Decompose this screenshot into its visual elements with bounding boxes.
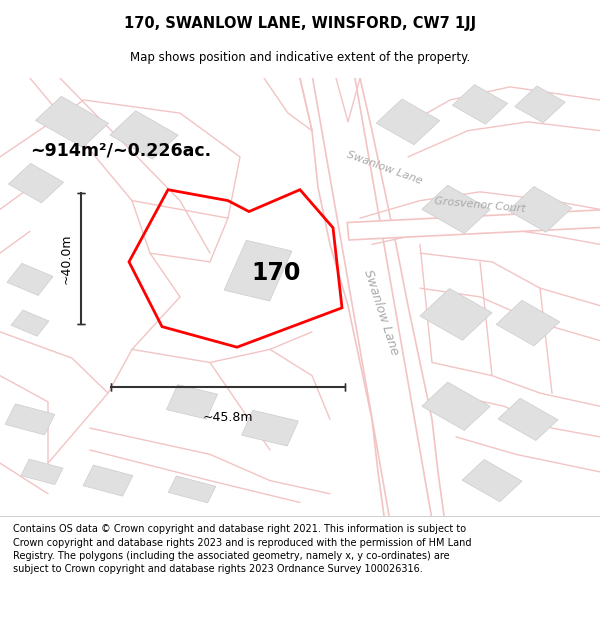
Text: Map shows position and indicative extent of the property.: Map shows position and indicative extent… — [130, 51, 470, 64]
Polygon shape — [83, 465, 133, 496]
Polygon shape — [168, 476, 216, 503]
Polygon shape — [422, 382, 490, 431]
Text: ~45.8m: ~45.8m — [203, 411, 253, 424]
Text: Grosvenor Court: Grosvenor Court — [434, 196, 526, 214]
Text: 170, SWANLOW LANE, WINSFORD, CW7 1JJ: 170, SWANLOW LANE, WINSFORD, CW7 1JJ — [124, 16, 476, 31]
Polygon shape — [8, 163, 64, 203]
Polygon shape — [166, 384, 218, 419]
Polygon shape — [515, 86, 565, 123]
Polygon shape — [496, 300, 560, 346]
Polygon shape — [420, 289, 492, 340]
Polygon shape — [462, 459, 522, 502]
Polygon shape — [242, 410, 298, 446]
Polygon shape — [7, 263, 53, 296]
Polygon shape — [35, 96, 109, 148]
Polygon shape — [11, 310, 49, 336]
Polygon shape — [21, 459, 63, 484]
Text: Swanlow Lane: Swanlow Lane — [345, 149, 423, 186]
Polygon shape — [347, 209, 600, 240]
Polygon shape — [508, 186, 572, 232]
Polygon shape — [452, 84, 508, 124]
Polygon shape — [376, 99, 440, 145]
Polygon shape — [309, 54, 435, 539]
Text: Swanlow Lane: Swanlow Lane — [361, 268, 401, 357]
Text: Contains OS data © Crown copyright and database right 2021. This information is : Contains OS data © Crown copyright and d… — [13, 524, 472, 574]
Polygon shape — [498, 398, 558, 441]
Polygon shape — [110, 111, 178, 159]
Text: 170: 170 — [251, 261, 301, 285]
Polygon shape — [5, 404, 55, 435]
Text: ~914m²/~0.226ac.: ~914m²/~0.226ac. — [30, 141, 211, 159]
Polygon shape — [422, 185, 490, 234]
Polygon shape — [224, 240, 292, 301]
Text: ~40.0m: ~40.0m — [59, 233, 73, 284]
